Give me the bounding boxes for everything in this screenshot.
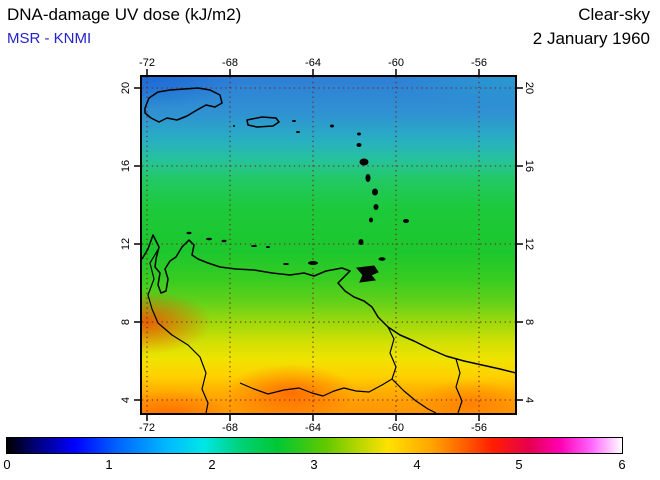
axis-label-lon-top: -60	[388, 57, 404, 69]
coastline-south-america	[142, 234, 515, 374]
colorbar-tick-label: 0	[3, 457, 11, 472]
source-label: MSR - KNMI	[7, 30, 92, 47]
map-frame	[140, 75, 517, 415]
axis-label-lat-left: 20	[120, 81, 132, 95]
grid-meridians	[146, 77, 480, 413]
axis-label-lat-right: 16	[523, 159, 535, 173]
colorbar-tick-label: 3	[310, 457, 318, 472]
axis-label-lat-right: 4	[523, 396, 535, 404]
islands-venezuelan-coast	[186, 231, 318, 265]
axis-label-lat-left: 16	[120, 159, 132, 173]
border-venezuela-brazil	[239, 378, 393, 397]
axis-label-lon-bottom: -56	[471, 422, 487, 434]
island	[365, 174, 371, 182]
colorbar	[6, 437, 623, 454]
island-trinidad	[356, 265, 379, 283]
page-title: DNA-damage UV dose (kJ/m2)	[7, 5, 242, 24]
border-colombia-venezuela	[147, 247, 209, 413]
sky-condition-label: Clear-sky	[578, 5, 650, 24]
axis-label-lon-bottom: -72	[139, 422, 155, 434]
island	[403, 219, 409, 223]
border-guyana-suriname	[455, 358, 463, 413]
country-borders	[147, 247, 463, 413]
island	[283, 263, 289, 265]
axis-label-lat-right: 8	[523, 318, 535, 326]
island	[308, 261, 318, 265]
axis-label-lat-left: 8	[120, 318, 132, 326]
island	[292, 120, 296, 122]
axis-label-lon-bottom: -60	[388, 422, 404, 434]
axis-label-lon-top: -72	[139, 57, 155, 69]
island	[330, 124, 334, 128]
island	[373, 204, 379, 210]
colorbar-tick-label: 2	[208, 457, 216, 472]
island	[233, 125, 235, 127]
island	[296, 131, 300, 133]
axis-label-lat-left: 12	[120, 237, 132, 251]
island	[356, 143, 362, 147]
colorbar-tick-label: 5	[515, 457, 523, 472]
island	[206, 237, 212, 241]
island	[359, 158, 369, 166]
date-label: 2 January 1960	[532, 29, 650, 48]
colorbar-tick-label: 4	[413, 457, 421, 472]
ticks-bottom	[146, 415, 480, 421]
grid-parallels	[142, 87, 515, 401]
island-puerto-rico	[246, 116, 280, 128]
graticule-grid	[142, 77, 515, 413]
colorbar-tick-label: 1	[105, 457, 113, 472]
map-overlay-svg	[142, 77, 515, 413]
border-venezuela-guyana	[387, 326, 397, 380]
coastlines	[142, 87, 515, 374]
island	[251, 245, 257, 247]
island	[372, 188, 378, 196]
axis-label-lon-top: -68	[222, 57, 238, 69]
axis-label-lon-bottom: -64	[305, 422, 321, 434]
uv-dose-field	[142, 77, 515, 413]
axis-label-lon-top: -64	[305, 57, 321, 69]
island	[369, 217, 373, 223]
island	[266, 246, 270, 248]
axis-label-lon-bottom: -68	[222, 422, 238, 434]
axis-label-lat-right: 20	[523, 81, 535, 95]
island	[221, 239, 227, 243]
island	[358, 239, 364, 245]
islands-lesser-antilles	[233, 120, 409, 261]
island	[378, 257, 386, 261]
axis-label-lat-left: 4	[120, 396, 132, 404]
axis-label-lon-top: -56	[471, 57, 487, 69]
axis-label-lat-right: 12	[523, 237, 535, 251]
border-guyana-brazil	[391, 378, 437, 413]
island-hispaniola	[144, 87, 223, 123]
colorbar-tick-label: 6	[618, 457, 626, 472]
island	[186, 231, 192, 235]
island	[357, 132, 361, 136]
